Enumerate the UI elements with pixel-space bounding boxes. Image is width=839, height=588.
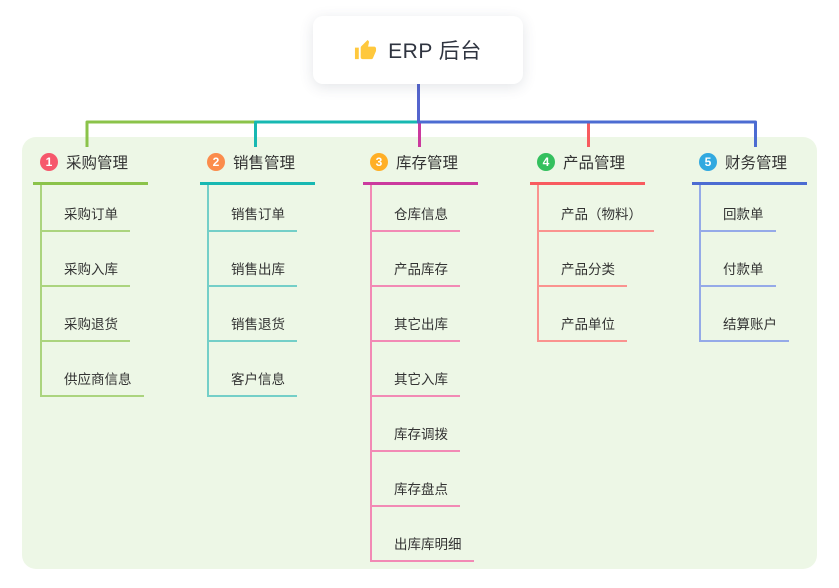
child-row: 库存调拨: [372, 397, 474, 452]
child-row: 销售订单: [209, 185, 297, 232]
child-row: 供应商信息: [42, 342, 144, 397]
branch-children: 销售订单 销售出库 销售退货 客户信息: [207, 185, 297, 397]
child-row: 客户信息: [209, 342, 297, 397]
child-node[interactable]: 其它出库: [372, 313, 460, 342]
branch-node[interactable]: 3 库存管理: [363, 145, 478, 185]
branch-label: 库存管理: [396, 155, 459, 172]
child-node[interactable]: 出库库明细: [372, 533, 474, 562]
child-row: 库存盘点: [372, 452, 474, 507]
branch-3: 3 库存管理 仓库信息 产品库存 其它出库 其它入库 库存调拨 库存盘点 出库库…: [363, 145, 478, 562]
child-row: 产品库存: [372, 232, 474, 287]
child-node[interactable]: 产品库存: [372, 258, 460, 287]
child-row: 出库库明细: [372, 507, 474, 562]
child-row: 仓库信息: [372, 185, 474, 232]
child-node[interactable]: 其它入库: [372, 368, 460, 397]
branch-index-badge: 4: [537, 153, 555, 171]
child-node[interactable]: 供应商信息: [42, 368, 144, 397]
branch-label: 采购管理: [66, 155, 129, 172]
child-row: 销售出库: [209, 232, 297, 287]
branch-node[interactable]: 2 销售管理: [200, 145, 315, 185]
branch-4: 4 产品管理 产品（物料） 产品分类 产品单位: [530, 145, 654, 342]
child-row: 采购退货: [42, 287, 144, 342]
branch-index-badge: 2: [207, 153, 225, 171]
child-node[interactable]: 仓库信息: [372, 203, 460, 232]
child-node[interactable]: 采购退货: [42, 313, 130, 342]
branch-children: 产品（物料） 产品分类 产品单位: [537, 185, 654, 342]
branch-label: 销售管理: [233, 155, 296, 172]
child-node[interactable]: 产品单位: [539, 313, 627, 342]
branch-children: 采购订单 采购入库 采购退货 供应商信息: [40, 185, 144, 397]
branch-node[interactable]: 4 产品管理: [530, 145, 645, 185]
child-node[interactable]: 产品分类: [539, 258, 627, 287]
branch-children: 回款单 付款单 结算账户: [699, 185, 789, 342]
child-row: 产品（物料）: [539, 185, 654, 232]
branch-2: 2 销售管理 销售订单 销售出库 销售退货 客户信息: [200, 145, 315, 397]
branch-children: 仓库信息 产品库存 其它出库 其它入库 库存调拨 库存盘点 出库库明细: [370, 185, 474, 562]
child-row: 付款单: [701, 232, 789, 287]
child-node[interactable]: 销售退货: [209, 313, 297, 342]
root-node-title: ERP 后台: [388, 40, 482, 63]
thumbs-up-icon: [354, 39, 377, 62]
child-row: 销售退货: [209, 287, 297, 342]
branch-label: 产品管理: [563, 155, 626, 172]
child-node[interactable]: 付款单: [701, 258, 776, 287]
child-node[interactable]: 库存盘点: [372, 478, 460, 507]
branch-node[interactable]: 1 采购管理: [33, 145, 148, 185]
child-node[interactable]: 回款单: [701, 203, 776, 232]
branch-index-badge: 3: [370, 153, 388, 171]
child-row: 回款单: [701, 185, 789, 232]
child-node[interactable]: 采购入库: [42, 258, 130, 287]
branch-1: 1 采购管理 采购订单 采购入库 采购退货 供应商信息: [33, 145, 148, 397]
child-row: 采购入库: [42, 232, 144, 287]
child-node[interactable]: 销售出库: [209, 258, 297, 287]
child-node[interactable]: 采购订单: [42, 203, 130, 232]
branch-5: 5 财务管理 回款单 付款单 结算账户: [692, 145, 807, 342]
branch-node[interactable]: 5 财务管理: [692, 145, 807, 185]
child-node[interactable]: 结算账户: [701, 313, 789, 342]
child-node[interactable]: 客户信息: [209, 368, 297, 397]
child-row: 结算账户: [701, 287, 789, 342]
branches-background-panel: [22, 137, 817, 569]
child-node[interactable]: 产品（物料）: [539, 203, 654, 232]
branch-index-badge: 1: [40, 153, 58, 171]
branch-index-badge: 5: [699, 153, 717, 171]
child-row: 采购订单: [42, 185, 144, 232]
child-row: 产品分类: [539, 232, 654, 287]
child-node[interactable]: 销售订单: [209, 203, 297, 232]
root-node-erp[interactable]: ERP 后台: [313, 16, 523, 84]
child-row: 其它入库: [372, 342, 474, 397]
child-row: 产品单位: [539, 287, 654, 342]
branch-label: 财务管理: [725, 155, 788, 172]
child-node[interactable]: 库存调拨: [372, 423, 460, 452]
child-row: 其它出库: [372, 287, 474, 342]
